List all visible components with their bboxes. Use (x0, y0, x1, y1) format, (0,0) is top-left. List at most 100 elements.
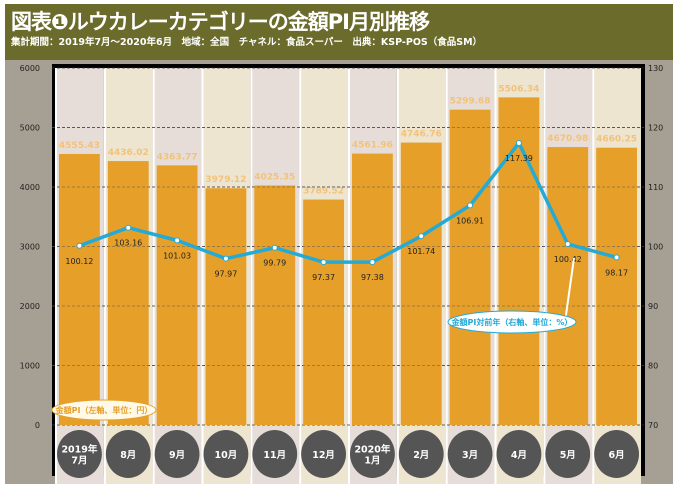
month-circle (350, 430, 395, 478)
month-label: 3月 (462, 450, 478, 461)
line-point (418, 233, 425, 240)
column-divider (152, 68, 155, 484)
line-series (78, 141, 618, 264)
month-label: 2019年 (61, 444, 97, 456)
line-point (222, 255, 229, 262)
line-label: 99.79 (263, 259, 286, 268)
column-divider (543, 68, 546, 484)
line-label: 97.38 (361, 273, 384, 282)
month-circle (57, 430, 102, 478)
line-point (515, 140, 522, 147)
left-tick-label: 0 (35, 421, 40, 430)
bar-label: 3789.52 (303, 187, 344, 197)
line-label: 100.12 (65, 257, 93, 266)
bar (400, 142, 442, 425)
month-circle (496, 430, 542, 478)
bar (498, 97, 540, 425)
line-label: 98.17 (605, 268, 628, 277)
month-circle (301, 430, 347, 478)
bar-label: 4436.02 (108, 148, 149, 158)
bar (449, 109, 491, 425)
line-label: 101.03 (163, 251, 191, 260)
column-divider (299, 68, 302, 484)
right-tick-label: 130 (648, 64, 663, 73)
right-tick-label: 90 (648, 302, 658, 311)
line-label: 97.97 (214, 270, 237, 279)
left-tick-label: 6000 (20, 64, 40, 73)
left-tick-label: 2000 (20, 302, 40, 311)
bar (596, 147, 637, 425)
bar (59, 153, 100, 426)
month-circle (594, 430, 639, 478)
bar-label: 4555.43 (59, 141, 100, 151)
left-tick-label: 3000 (20, 243, 40, 252)
line-point (320, 259, 327, 266)
month-label: 7月 (71, 456, 87, 467)
month-label: 5月 (560, 450, 576, 461)
header: 図表❶ルウカレーカテゴリーの金額PI月別推移 集計期間：2019年7月～2020… (5, 4, 673, 60)
month-circle (154, 430, 200, 478)
bar-label: 5506.34 (498, 84, 539, 94)
line-point (467, 202, 474, 209)
chart-subtitle: 集計期間：2019年7月～2020年6月 地域：全国 チャネル：食品スーパー 出… (11, 37, 483, 48)
line-label: 103.16 (114, 239, 142, 248)
bar (107, 161, 149, 425)
column-divider (494, 68, 497, 484)
column-divider (396, 68, 399, 484)
column-divider (55, 68, 57, 484)
bar-label: 5299.68 (450, 97, 491, 107)
bar (547, 147, 589, 425)
month-label: 6月 (609, 450, 625, 461)
month-circle (398, 430, 444, 478)
bar (156, 165, 198, 425)
column-divider (348, 68, 350, 484)
month-label: 11月 (263, 450, 286, 461)
line-label: 100.42 (554, 255, 582, 264)
line-point (271, 244, 278, 251)
month-label: 12月 (312, 450, 335, 461)
right-tick-label: 100 (648, 243, 663, 252)
column-divider (445, 68, 448, 484)
month-label: 9月 (169, 450, 185, 461)
line-label: 117.39 (505, 154, 533, 163)
bar-label: 4746.76 (401, 130, 442, 140)
left-tick-label: 1000 (20, 362, 40, 371)
month-circle (105, 430, 151, 478)
line-label: 101.74 (407, 247, 435, 256)
bar-legend-bubble (51, 399, 157, 421)
month-circle (252, 430, 298, 478)
line-legend-bubble (447, 310, 577, 334)
bar-label: 4561.96 (352, 141, 393, 151)
line-legend-pointer (564, 257, 575, 323)
bar-label: 3979.12 (205, 175, 246, 185)
left-tick-label: 4000 (20, 183, 40, 192)
column-divider (250, 68, 253, 484)
column-divider (592, 68, 595, 484)
bar (205, 188, 247, 425)
month-circle (447, 430, 493, 478)
bar-label: 4025.35 (254, 172, 295, 182)
bar (352, 153, 393, 425)
column-divider (201, 68, 204, 484)
line-point (125, 224, 132, 231)
month-label: 4月 (511, 450, 527, 461)
line-point (369, 259, 376, 266)
line-legend: 金額PI対前年（右軸、単位：%） (451, 317, 573, 327)
left-tick-label: 5000 (20, 124, 40, 133)
bar-label: 4363.77 (157, 152, 198, 162)
month-label: 8月 (120, 450, 136, 461)
line-point (564, 241, 571, 248)
month-circle (545, 430, 591, 478)
right-tick-label: 110 (648, 183, 663, 192)
month-label: 2020年 (354, 444, 390, 456)
line-point (174, 237, 181, 244)
column-divider (103, 68, 106, 484)
month-label: 10月 (215, 450, 238, 461)
month-label: 2月 (413, 450, 429, 461)
bar (254, 185, 296, 425)
chart-title: 図表❶ルウカレーカテゴリーの金額PI月別推移 (11, 10, 430, 34)
bar-legend: 金額PI（左軸、単位：円） (55, 405, 153, 415)
bar-label: 4670.98 (547, 134, 588, 144)
line-label: 106.91 (456, 216, 484, 225)
